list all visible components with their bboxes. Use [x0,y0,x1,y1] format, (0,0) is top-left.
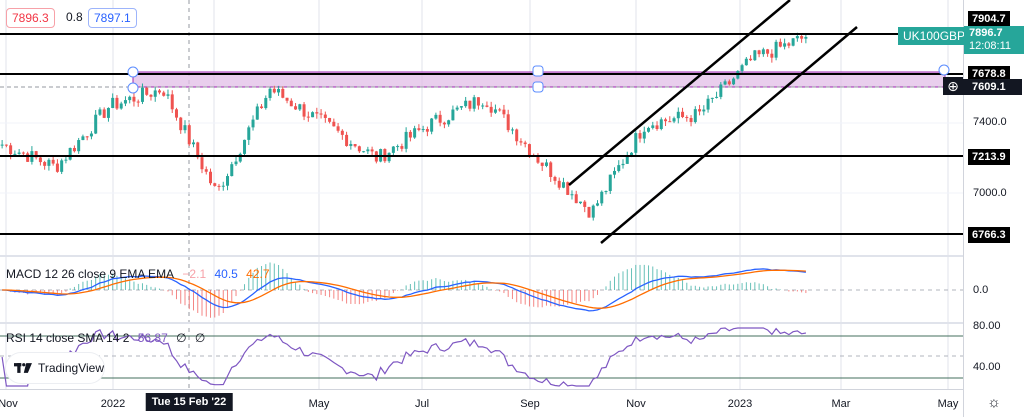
crosshair-time-label: Tue 15 Feb '22 [145,393,233,411]
ascending-channel [568,0,858,244]
time-axis[interactable]: Nov 2022 May Jul Sep Nov 2023 Mar May [0,389,963,418]
rsi-axis-tick-40: 40.00 [973,361,1001,373]
spread-value: 0.8 [66,10,83,24]
time-axis-label: Nov [0,398,18,410]
signal-value: 42.7 [246,267,270,281]
horizontal-levels [0,33,963,235]
rsi-axis-tick-80: 80.00 [973,320,1001,332]
rsi-title: RSI 14 close SMA 14 2 [6,331,130,345]
price-tick-7400: 7400.0 [973,116,1007,128]
plus-circle-icon: ⊕ [947,78,959,94]
rsi-line [1,327,807,387]
macd-legend[interactable]: MACD 12 26 close 9 EMA EMA −2.1 40.5 42.… [6,267,275,281]
gear-icon: ☼ [987,394,1001,411]
time-axis-label: May [308,398,330,410]
ask-price[interactable]: 7897.1 [88,8,137,28]
level-label-7213: 7213.9 [968,149,1010,165]
macd-axis-tick: 0.0 [973,284,989,296]
rsi-legend[interactable]: RSI 14 close SMA 14 2 56.87 ∅ ∅ [6,331,210,345]
tradingview-logo[interactable]: TradingView [6,353,104,383]
add-alert-button[interactable]: ⊕ [943,77,963,95]
time-axis-label: Mar [831,398,851,410]
rsi-extra-2: ∅ [194,331,206,345]
time-axis-label: Jul [414,398,430,410]
time-axis-label: 2023 [727,398,753,410]
last-price-label: 7896.7 12:08:11 [964,26,1024,54]
tradingview-logo-icon [14,363,32,373]
last-price: 7896.7 [969,27,1003,39]
level-label-7609: 7609.1 [963,79,1022,95]
time-axis-label: May [937,398,959,410]
time-axis-label: 2022 [100,398,126,410]
candlestick-series [0,32,808,221]
bar-countdown: 12:08:11 [969,40,1012,52]
macd-hist-value: −2.1 [182,267,207,281]
time-axis-label: Sep [520,398,540,410]
price-scale-border [963,0,964,417]
level-label-7678: 7678.8 [968,66,1010,82]
macd-title: MACD 12 26 close 9 EMA EMA [6,267,175,281]
signal-line [2,269,806,309]
macd-histogram [5,262,807,318]
macd-line [2,268,806,312]
tradingview-logo-text: TradingView [37,361,104,375]
level-label-7904: 7904.7 [968,11,1010,27]
time-axis-label: Nov [626,398,646,410]
zone-handles [127,64,950,94]
rsi-value: 56.87 [137,331,168,345]
rsi-extra-1: ∅ [176,331,187,345]
symbol-tag[interactable]: UK100GBP [898,27,971,45]
vertical-gridlines [5,0,949,389]
bid-price[interactable]: 7896.3 [6,8,55,28]
level-label-6766: 6766.3 [968,227,1010,243]
price-tick-7000: 7000.0 [973,187,1007,199]
macd-value: 40.5 [214,267,238,281]
chart-settings-button[interactable]: ☼ [985,394,1003,412]
